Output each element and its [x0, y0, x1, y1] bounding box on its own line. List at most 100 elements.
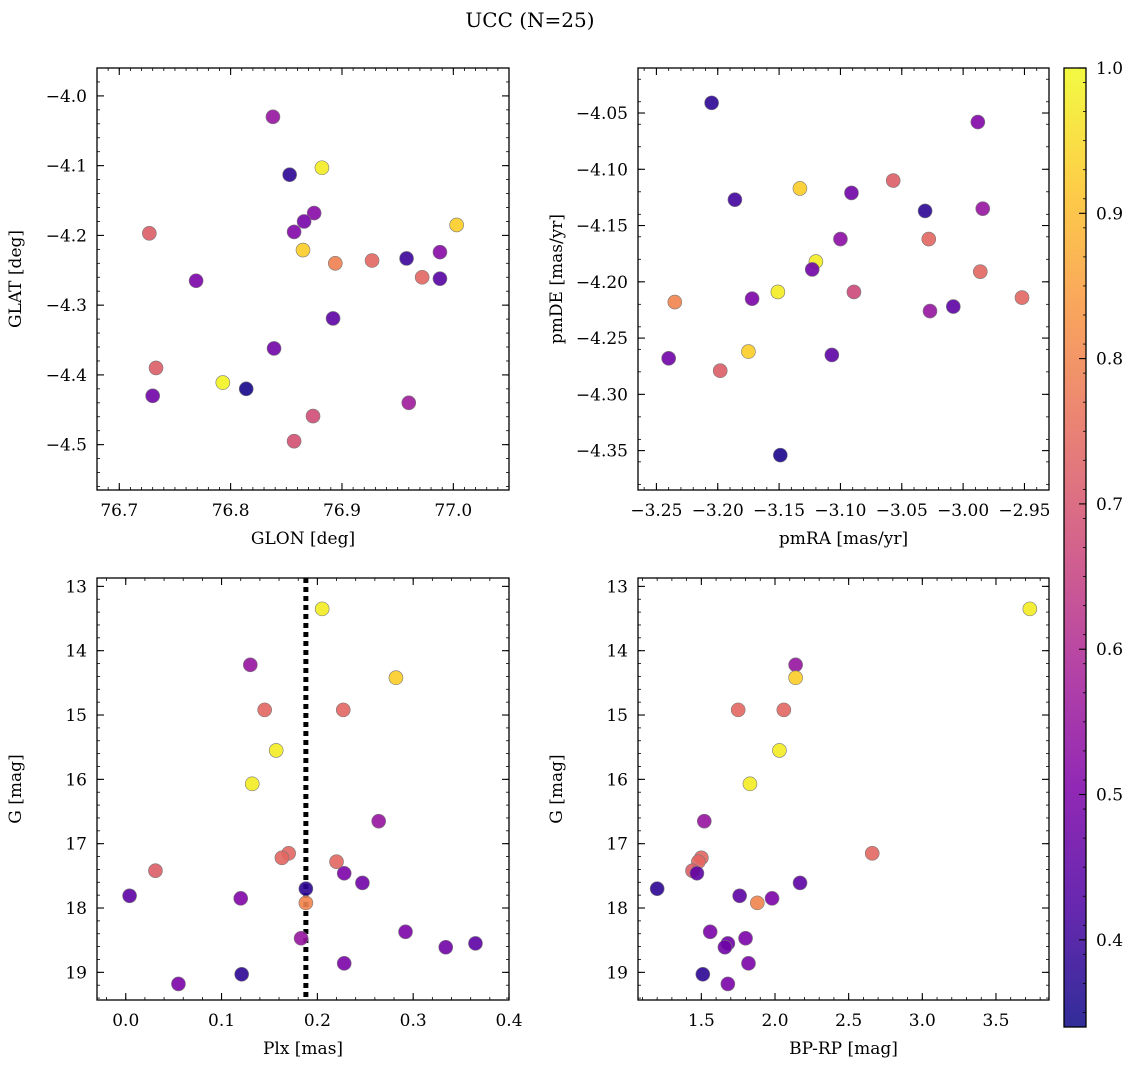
- data-point: [432, 271, 448, 286]
- y-tick-label: −4.2: [46, 226, 87, 246]
- data-point: [142, 226, 157, 241]
- colorbar-tick-label: 0.9: [1096, 204, 1123, 224]
- y-tick-label: 17: [606, 835, 628, 855]
- data-point: [844, 185, 859, 201]
- data-point: [695, 966, 711, 982]
- data-point: [314, 160, 330, 176]
- y-tick-label: 13: [65, 577, 87, 597]
- data-point: [742, 776, 758, 792]
- data-point: [689, 865, 705, 881]
- data-point: [148, 863, 163, 878]
- data-point: [215, 375, 231, 390]
- data-point: [788, 657, 803, 673]
- plot-frame: [96, 67, 510, 491]
- x-tick-label: 76.9: [323, 501, 361, 521]
- data-point: [770, 284, 786, 300]
- x-tick-label: 2.5: [835, 1011, 862, 1031]
- data-point: [864, 846, 880, 861]
- data-point: [741, 956, 756, 971]
- data-point: [148, 360, 164, 376]
- data-point: [298, 881, 314, 897]
- y-tick-label: 13: [606, 577, 628, 597]
- data-point: [776, 702, 792, 718]
- x-tick-label: −3.20: [692, 501, 744, 521]
- data-point: [773, 447, 788, 463]
- data-point: [401, 395, 417, 411]
- data-point: [792, 875, 808, 891]
- data-point: [388, 670, 404, 686]
- colorbar-ticks: 0.4 0.5 0.6 0.7 0.8 0.9 1.0: [1079, 59, 1123, 1013]
- data-point: [788, 670, 803, 686]
- data-point: [293, 930, 309, 946]
- y-tick-label: 19: [606, 963, 628, 983]
- data-point: [314, 601, 330, 617]
- data-point: [296, 214, 312, 229]
- data-point: [243, 657, 258, 673]
- y-axis-label: G [mag]: [547, 754, 567, 823]
- x-tick-label: 76.8: [212, 501, 250, 521]
- y-tick-label: −4.0: [46, 87, 87, 107]
- panel-pmra-pmde: −3.25 −3.20 −3.15 −3.10 −3.05 −3.00 −2.95 −4.05…: [547, 67, 1051, 549]
- y-axis-label: G [mag]: [6, 754, 26, 823]
- x-tick-label: 0.4: [495, 1011, 522, 1031]
- x-tick-label: −3.05: [876, 501, 928, 521]
- y-axis-label: pmDE [mas/yr]: [547, 214, 567, 344]
- y-tick-label: 19: [65, 963, 87, 983]
- data-point: [946, 299, 961, 314]
- data-point: [306, 205, 322, 221]
- y-tick-label: −4.5: [46, 436, 87, 456]
- data-point: [833, 231, 848, 247]
- data-point: [730, 702, 746, 718]
- data-point: [336, 865, 352, 881]
- x-tick-label: 1.5: [688, 1011, 715, 1031]
- data-point: [824, 347, 840, 363]
- data-point: [325, 311, 341, 326]
- y-tick-label: 16: [606, 770, 628, 790]
- x-tick-label: −3.10: [814, 501, 866, 521]
- x-tick-label: 0.0: [112, 1011, 139, 1031]
- y-axis-label: GLAT [deg]: [6, 230, 26, 328]
- x-axis-label: pmRA [mas/yr]: [779, 529, 908, 549]
- panel-plx-g: 0.0 0.1 0.2 0.3 0.4 13 14 15 16 17 18 19 Plx [mas] G …: [6, 577, 523, 1059]
- data-point: [398, 924, 413, 940]
- data-point: [234, 966, 249, 982]
- colorbar: 0.4 0.5 0.6 0.7 0.8 0.9 1.0: [1063, 59, 1123, 1028]
- data-point: [399, 251, 414, 266]
- x-tick-label: 0.1: [208, 1011, 235, 1031]
- data-point: [764, 891, 780, 906]
- data-point: [972, 264, 988, 279]
- data-point: [772, 743, 787, 758]
- data-point: [885, 173, 901, 188]
- chart-title: UCC (N=25): [465, 8, 594, 32]
- data-point: [804, 262, 820, 277]
- data-point: [286, 224, 302, 240]
- data-point: [335, 702, 351, 718]
- x-tick-label: −3.15: [753, 501, 805, 521]
- data-point: [298, 895, 314, 911]
- data-point: [414, 269, 430, 285]
- y-tick-label: −4.25: [576, 329, 628, 349]
- x-tick-label: 77.0: [434, 501, 472, 521]
- data-point: [327, 256, 343, 271]
- x-axis-label: Plx [mas]: [263, 1039, 343, 1059]
- x-tick-label: 0.2: [304, 1011, 331, 1031]
- plot-frame: [637, 577, 1050, 1001]
- y-tick-label: 18: [65, 899, 87, 919]
- colorbar-tick-label: 0.4: [1096, 931, 1123, 951]
- y-tick-label: −4.30: [576, 385, 628, 405]
- data-point: [265, 109, 281, 125]
- data-point: [274, 850, 290, 866]
- data-point: [921, 231, 937, 247]
- y-tick-label: 15: [606, 706, 628, 726]
- data-point: [233, 891, 249, 906]
- data-point: [720, 976, 736, 992]
- colorbar-tick-label: 0.6: [1096, 640, 1123, 660]
- panels: 76.7 76.8 76.9 77.0 −4.0 −4.1 −4.2 −4.3 −4.4 −4.5…: [6, 67, 1051, 1059]
- x-tick-label: 3.0: [909, 1011, 936, 1031]
- data-point: [917, 203, 933, 219]
- plot-frame: [96, 577, 510, 1001]
- x-tick-label: 0.3: [400, 1011, 427, 1031]
- data-point: [244, 776, 260, 792]
- colorbar-gradient: [1064, 68, 1086, 1027]
- data-point: [336, 956, 352, 971]
